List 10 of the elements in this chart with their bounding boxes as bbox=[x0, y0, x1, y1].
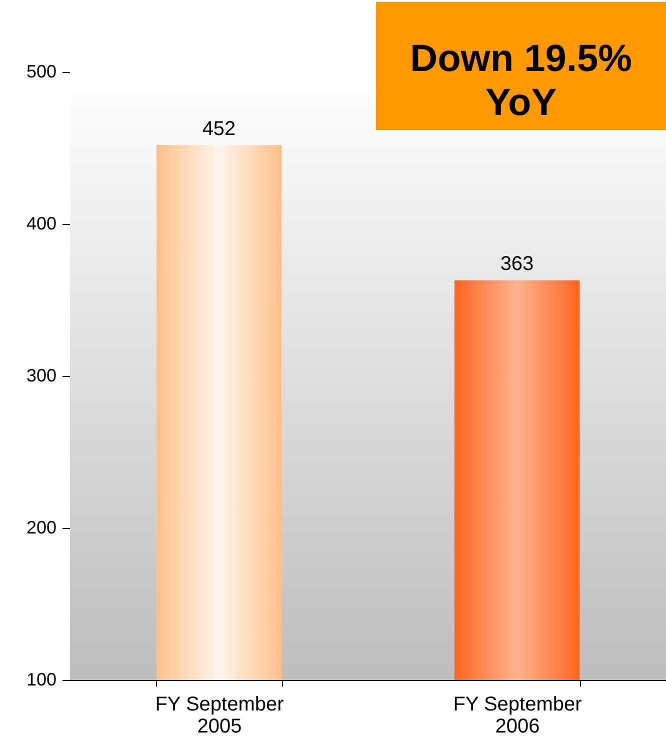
y-tick-label: 400 bbox=[26, 214, 56, 234]
y-tick-label: 500 bbox=[26, 62, 56, 82]
annotation: Down 19.5% YoY bbox=[410, 38, 632, 124]
x-tick-label: FY September 2006 bbox=[453, 694, 582, 738]
y-tick-label: 300 bbox=[26, 366, 56, 386]
x-tick-label: FY September 2005 bbox=[155, 694, 284, 738]
y-tick-label: 200 bbox=[26, 518, 56, 538]
y-tick-label: 100 bbox=[26, 670, 56, 690]
data-label: 452 bbox=[202, 118, 236, 140]
data-label: 363 bbox=[500, 253, 534, 276]
